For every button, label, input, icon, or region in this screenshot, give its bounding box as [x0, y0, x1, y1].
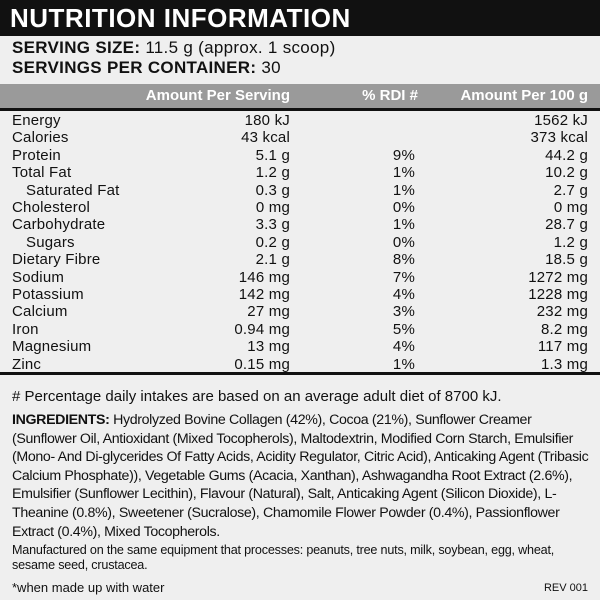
table-row: Potassium 142 mg 4% 1228 mg	[0, 286, 600, 303]
value: 30	[261, 58, 281, 77]
serving-size: SERVING SIZE: 11.5 g (approx. 1 scoop)	[12, 38, 336, 58]
table-row: Carbohydrate 3.3 g 1% 28.7 g	[0, 216, 600, 233]
nutrient-value: 18.5 g	[545, 251, 588, 269]
nutrient-value: 0%	[392, 233, 415, 251]
table-row: Saturated Fat 0.3 g 1% 2.7 g	[0, 182, 600, 199]
nutrient-value: 0.15 mg	[234, 355, 290, 373]
revision: REV 001	[543, 582, 588, 594]
nutrient-value: 1228 mg	[528, 286, 588, 303]
nutrient-value: 3.3 g	[255, 216, 290, 234]
nutrient-value: 0 mg	[255, 199, 290, 216]
table-row: Sodium 146 mg 7% 1272 mg	[0, 269, 600, 286]
nutrient-value: 232 mg	[536, 303, 588, 321]
nutrient-name: Sodium	[12, 268, 65, 286]
nutrient-value: 373 kcal	[530, 129, 588, 147]
rule	[0, 108, 600, 111]
nutrient-name: Dietary Fibre	[12, 251, 101, 269]
nutrient-value: 8%	[392, 251, 415, 269]
nutrient-value: 0%	[392, 199, 415, 216]
nutrient-value: 1.3 mg	[540, 355, 588, 373]
nutrient-value: 1.2 g	[553, 233, 588, 251]
nutrient-value: 2.7 g	[553, 181, 588, 199]
table-row: Calcium 27 mg 3% 232 mg	[0, 303, 600, 320]
servings-per-container: SERVINGS PER CONTAINER: 30	[12, 58, 281, 78]
text: Hydrolyzed Bovine Collagen (42%), Cocoa …	[12, 412, 589, 540]
nutrient-value: 0.2 g	[255, 233, 290, 251]
nutrient-name: Protein	[12, 146, 61, 164]
nutrient-name: Saturated Fat	[26, 181, 120, 199]
nutrient-value: 44.2 g	[545, 146, 588, 164]
nutrient-name: Magnesium	[12, 338, 92, 356]
nutrient-value: 5.1 g	[255, 146, 290, 164]
label: SERVING SIZE:	[12, 38, 141, 57]
nutrient-name: Energy	[12, 112, 61, 129]
nutrient-value: 1%	[392, 181, 415, 199]
header-cell: Amount Per Serving	[145, 87, 290, 104]
nutrient-value: 13 mg	[247, 338, 290, 356]
table-row: Sugars 0.2 g 0% 1.2 g	[0, 234, 600, 251]
table-row: Dietary Fibre 2.1 g 8% 18.5 g	[0, 251, 600, 268]
table-row: Total Fat 1.2 g 1% 10.2 g	[0, 164, 600, 181]
nutrient-value: 2.1 g	[255, 251, 290, 269]
nutrient-value: 1%	[392, 355, 415, 373]
nutrient-value: 9%	[392, 146, 415, 164]
table-row: Magnesium 13 mg 4% 117 mg	[0, 338, 600, 355]
nutrient-name: Iron	[12, 320, 39, 338]
label: SERVINGS PER CONTAINER:	[12, 58, 257, 77]
nutrient-value: 5%	[392, 320, 415, 338]
nutrient-name: Zinc	[12, 355, 42, 373]
note: *when made up with water	[12, 580, 165, 595]
nutrient-name: Carbohydrate	[12, 216, 106, 234]
footnote: # Percentage daily intakes are based on …	[12, 388, 502, 405]
nutrient-value: 27 mg	[247, 303, 290, 321]
table-row: Calories 43 kcal 373 kcal	[0, 129, 600, 146]
nutrient-value: 3%	[392, 303, 415, 321]
allergen-statement: Manufactured on the same equipment that …	[12, 543, 555, 572]
ingredients: INGREDIENTS: Hydrolyzed Bovine Collagen …	[12, 411, 590, 541]
nutrient-value: 142 mg	[238, 286, 290, 303]
table-row: Energy 180 kJ 1562 kJ	[0, 112, 600, 129]
nutrient-name: Sugars	[26, 233, 75, 251]
nutrient-value: 146 mg	[238, 268, 290, 286]
table-row: Protein 5.1 g 9% 44.2 g	[0, 147, 600, 164]
nutrient-name: Cholesterol	[12, 199, 91, 216]
nutrient-value: 180 kJ	[244, 112, 290, 129]
nutrient-value: 0.94 mg	[234, 320, 290, 338]
nutrient-value: 1%	[392, 216, 415, 234]
value: 11.5 g (approx. 1 scoop)	[145, 38, 336, 57]
title: NUTRITION INFORMATION	[0, 0, 600, 36]
nutrient-value: 10.2 g	[545, 164, 588, 182]
nutrient-value: 1.2 g	[255, 164, 290, 182]
nutrient-value: 1272 mg	[528, 268, 588, 286]
nutrient-value: 28.7 g	[545, 216, 588, 234]
nutrient-name: Total Fat	[12, 164, 72, 182]
nutrient-value: 1%	[392, 164, 415, 182]
nutrient-value: 117 mg	[537, 338, 588, 356]
nutrient-value: 4%	[392, 338, 415, 356]
nutrient-value: 1562 kJ	[534, 112, 588, 129]
table-row: Iron 0.94 mg 5% 8.2 mg	[0, 321, 600, 338]
nutrient-value: 4%	[392, 286, 415, 303]
nutrient-value: 43 kcal	[241, 129, 290, 147]
nutrient-value: 0 mg	[553, 199, 588, 216]
nutrient-name: Calories	[12, 129, 69, 147]
nutrient-value: 8.2 mg	[540, 320, 588, 338]
nutrient-value: 0.3 g	[255, 181, 290, 199]
header-cell: Amount Per 100 g	[460, 87, 588, 104]
table-row: Cholesterol 0 mg 0% 0 mg	[0, 199, 600, 216]
rule	[0, 372, 600, 375]
nutrient-name: Potassium	[12, 286, 84, 303]
header-cell: % RDI #	[362, 87, 418, 104]
label: INGREDIENTS:	[12, 412, 110, 428]
nutrient-value: 7%	[392, 268, 415, 286]
nutrient-name: Calcium	[12, 303, 68, 321]
table-row: Zinc 0.15 mg 1% 1.3 mg	[0, 356, 600, 373]
table-header: Amount Per Serving % RDI # Amount Per 10…	[0, 84, 600, 108]
